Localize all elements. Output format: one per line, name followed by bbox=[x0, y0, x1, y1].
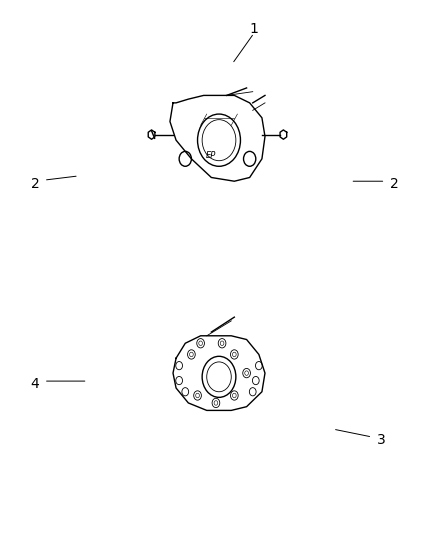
Text: 4: 4 bbox=[31, 377, 39, 391]
Text: 1: 1 bbox=[250, 22, 258, 36]
Text: 3: 3 bbox=[377, 433, 385, 447]
Text: 2: 2 bbox=[31, 177, 39, 191]
Text: 2: 2 bbox=[390, 177, 399, 191]
Text: EP: EP bbox=[206, 151, 216, 159]
